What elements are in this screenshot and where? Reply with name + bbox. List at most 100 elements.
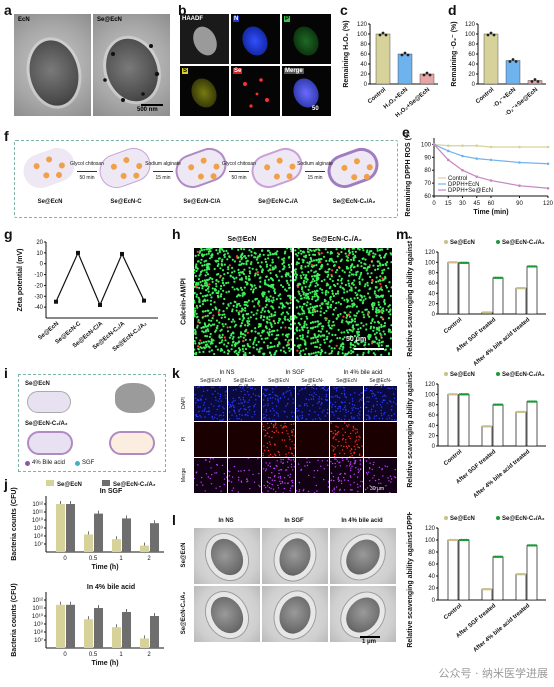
stained-cell: [296, 345, 299, 348]
stained-cell: [275, 427, 277, 429]
stained-cell: [252, 393, 255, 395]
stained-cell: [350, 258, 353, 261]
stained-cell: [194, 299, 196, 302]
stained-cell: [235, 388, 237, 391]
stained-cell: [271, 483, 273, 486]
panel-label-b: b: [178, 2, 187, 18]
stained-cell: [289, 438, 291, 441]
stained-cell: [207, 329, 210, 333]
stained-cell: [251, 248, 254, 250]
stained-cell: [393, 397, 396, 400]
stained-cell: [198, 342, 201, 345]
stained-cell: [356, 335, 359, 338]
stained-cell: [311, 313, 314, 316]
stained-cell: [194, 386, 196, 388]
stained-cell: [357, 468, 359, 470]
stained-cell: [240, 419, 243, 421]
y-tick-label: 10¹¹: [32, 606, 43, 612]
stained-cell: [272, 397, 274, 399]
y-tick-label: 10⁷: [34, 541, 43, 548]
stained-cell: [375, 307, 378, 310]
stained-cell: [223, 255, 226, 259]
stained-cell: [331, 292, 334, 295]
stained-cell: [345, 396, 348, 399]
stained-cell: [252, 288, 255, 291]
stained-cell: [334, 447, 336, 449]
stained-cell: [350, 452, 352, 455]
data-point: [518, 161, 521, 164]
stained-cell: [376, 264, 380, 268]
stained-cell: [217, 280, 220, 283]
stained-cell: [327, 291, 330, 294]
stained-cell: [269, 251, 272, 254]
stained-cell: [229, 404, 232, 406]
stained-cell: [335, 317, 338, 320]
stained-cell: [220, 285, 223, 288]
stained-cell: [308, 394, 311, 396]
data-point: [530, 80, 534, 83]
stained-cell: [293, 444, 295, 446]
stained-cell: [290, 262, 292, 266]
fluorescence-grid: In NS In SGF In 4% bile acid Se@EcN Se@Ec…: [176, 370, 397, 502]
group-sgf: In SGF: [285, 370, 305, 376]
stained-cell: [286, 344, 289, 347]
stained-cell: [315, 354, 318, 356]
data-point: [492, 33, 496, 37]
stained-cell: [240, 408, 242, 410]
stained-cell: [208, 283, 211, 286]
stained-cell: [379, 306, 382, 309]
stained-cell: [194, 274, 197, 278]
stained-cell: [365, 488, 367, 491]
stained-cell: [241, 414, 243, 416]
stained-cell: [329, 298, 332, 301]
stained-cell: [253, 410, 256, 413]
stained-cell: [200, 284, 203, 287]
stained-cell: [353, 473, 355, 475]
stained-cell: [287, 342, 290, 345]
stained-cell: [196, 250, 199, 253]
y-tick-label: 10¹¹: [32, 510, 43, 516]
stained-cell: [334, 292, 338, 295]
data-point: [517, 573, 520, 576]
stained-cell: [222, 302, 225, 305]
stained-cell: [356, 415, 358, 417]
stained-cell: [198, 351, 201, 354]
y-tick-label: 60: [424, 194, 431, 200]
stained-cell: [233, 405, 235, 407]
stained-cell: [242, 354, 245, 356]
stained-cell: [315, 345, 318, 349]
stained-cell: [264, 258, 267, 261]
stained-cell: [354, 462, 356, 464]
stained-cell: [274, 292, 277, 295]
stained-cell: [293, 447, 295, 449]
stained-cell: [351, 250, 354, 253]
data-point: [530, 400, 534, 403]
stained-cell: [333, 492, 335, 493]
stained-cell: [343, 248, 347, 250]
stained-cell: [308, 414, 310, 416]
stained-cell: [252, 313, 255, 316]
y-tick-label: 40: [360, 62, 367, 68]
stained-cell: [325, 389, 327, 392]
stained-cell: [233, 465, 236, 468]
stained-cell: [261, 294, 264, 297]
x-tick-label: After 4% bile acid treated: [473, 603, 532, 654]
stained-cell: [277, 413, 279, 415]
stained-cell: [238, 260, 242, 263]
stained-cell: [263, 468, 265, 470]
y-tick-label: 10¹⁰: [32, 613, 44, 620]
stained-cell: [203, 404, 205, 406]
data-point: [454, 538, 457, 542]
stained-cell: [281, 480, 283, 483]
stained-cell: [238, 417, 240, 420]
fluorescence-tile: [296, 386, 329, 421]
stained-cell: [209, 311, 212, 314]
stained-cell: [356, 312, 359, 315]
fluorescence-tile: [262, 386, 295, 421]
stained-cell: [196, 484, 198, 486]
bacterium-cell: [204, 591, 250, 639]
stained-cell: [324, 318, 327, 321]
stained-cell: [330, 430, 331, 432]
stained-cell: [209, 324, 212, 327]
